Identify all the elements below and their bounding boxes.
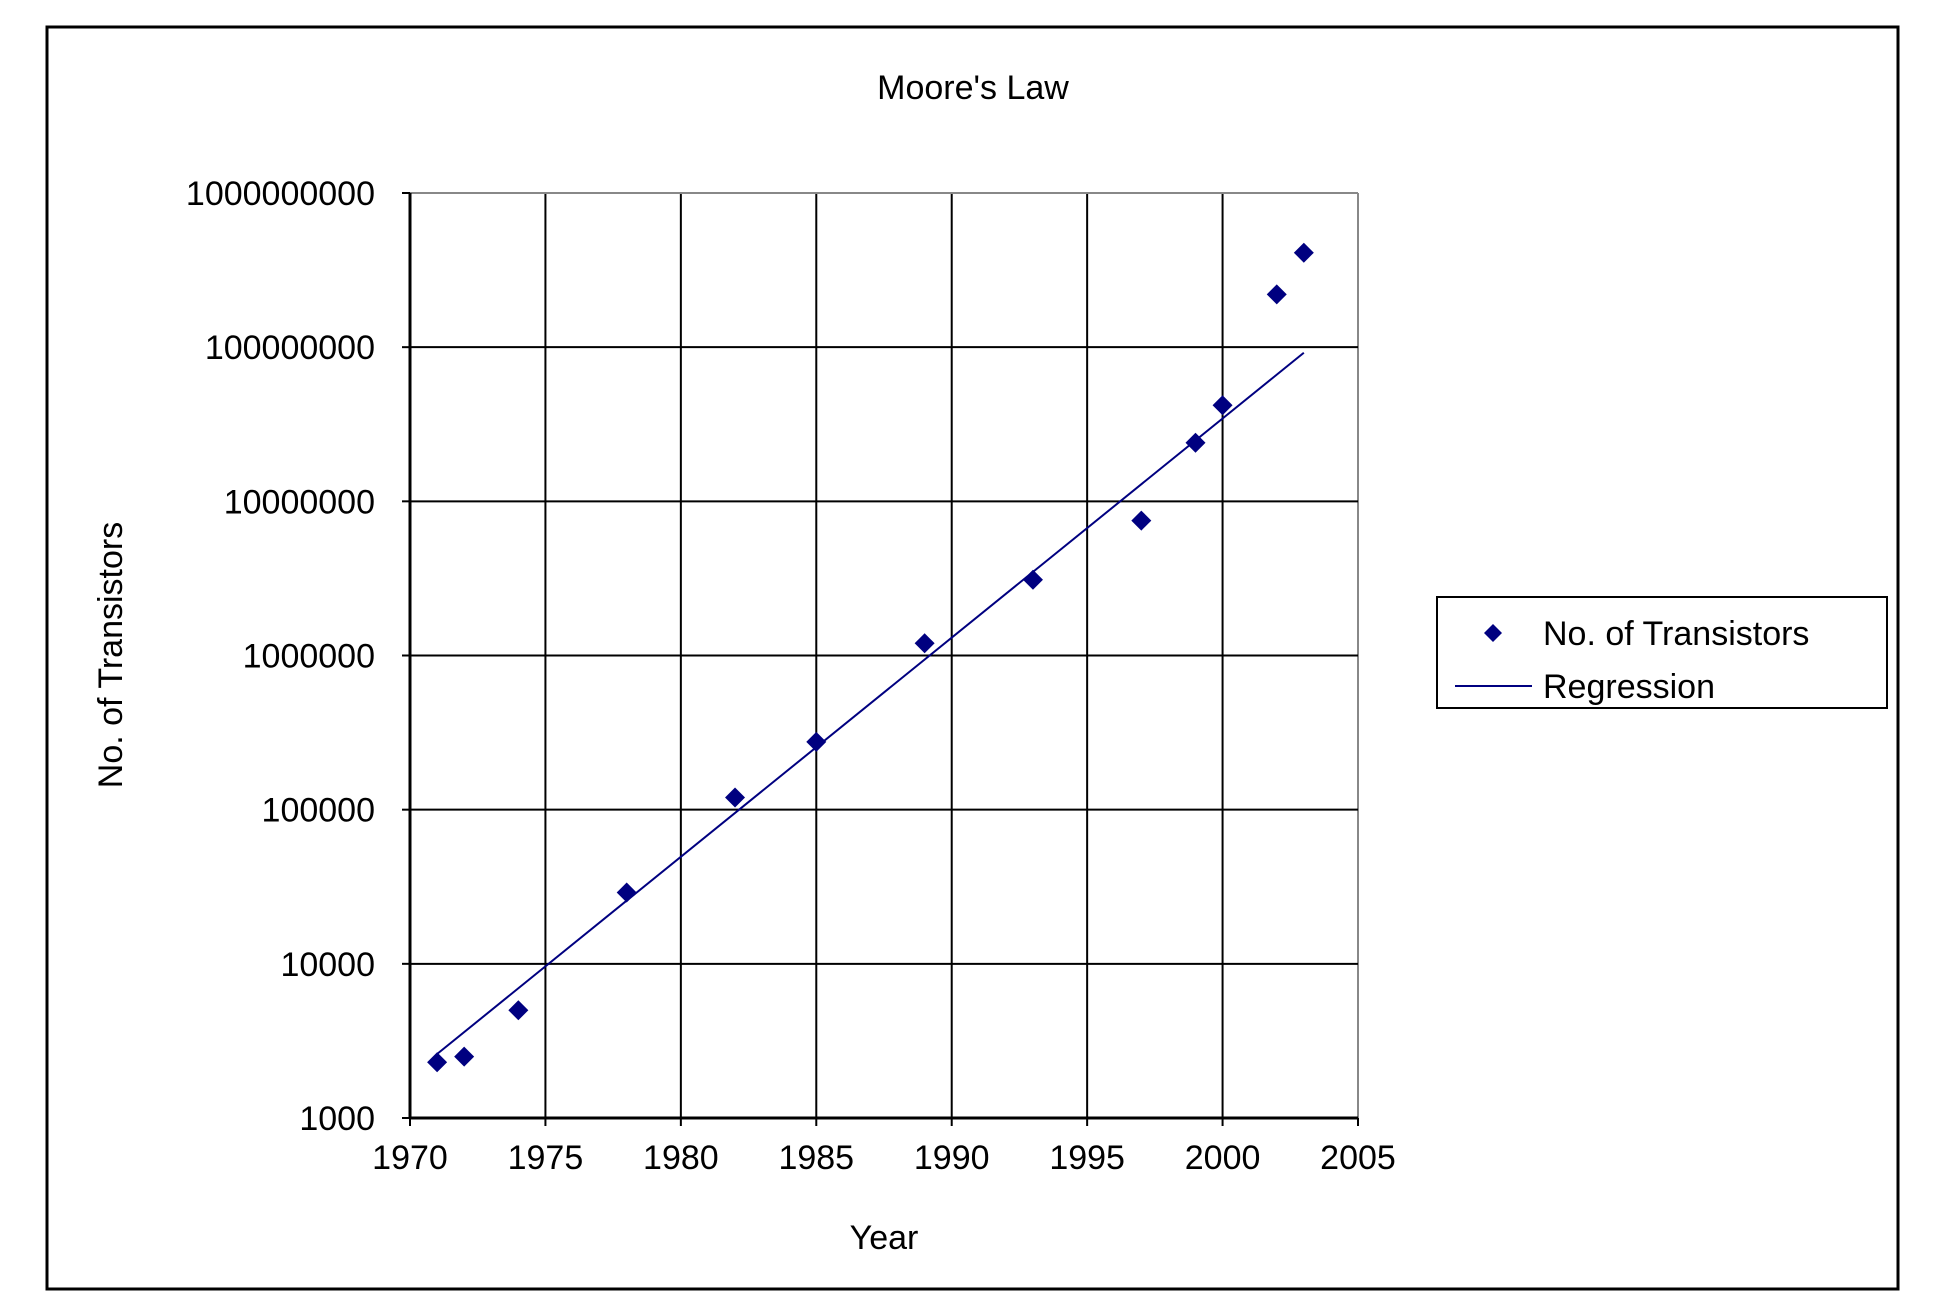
- data-point-diamond: [1185, 432, 1206, 453]
- data-point-diamond: [914, 633, 935, 654]
- data-point-diamond: [427, 1052, 448, 1073]
- legend-label-regression: Regression: [1543, 668, 1715, 706]
- y-tick-label: 1000000000: [186, 175, 375, 213]
- x-tick-label: 2005: [1320, 1139, 1396, 1177]
- regression-line: [436, 351, 1305, 1055]
- data-point-diamond: [1293, 242, 1314, 263]
- data-point-diamond: [1266, 284, 1287, 305]
- data-point-diamond: [1212, 395, 1233, 416]
- y-tick-label: 100000000: [205, 329, 375, 367]
- x-tick-label: 2000: [1185, 1139, 1261, 1177]
- data-point-diamond: [454, 1046, 475, 1067]
- x-tick-label: 1990: [914, 1139, 990, 1177]
- y-tick-label: 10000: [280, 946, 375, 984]
- data-point-diamond: [806, 731, 827, 752]
- y-tick-label: 1000: [299, 1100, 375, 1138]
- y-tick-label: 100000: [262, 792, 375, 830]
- data-point-diamond: [725, 787, 746, 808]
- x-axis-label: Year: [850, 1219, 919, 1257]
- data-point-diamond: [508, 1000, 529, 1021]
- y-axis-label: No. of Transistors: [92, 522, 130, 788]
- legend: No. of Transistors Regression: [1436, 596, 1888, 709]
- x-tick-label: 1980: [643, 1139, 719, 1177]
- chart-title: Moore's Law: [877, 69, 1069, 107]
- data-point-diamond: [616, 882, 637, 903]
- y-tick-label: 1000000: [243, 638, 375, 676]
- x-tick-label: 1995: [1049, 1139, 1125, 1177]
- x-tick-label: 1970: [372, 1139, 448, 1177]
- data-point-diamond: [1131, 510, 1152, 531]
- data-point-diamond: [1022, 569, 1043, 590]
- legend-box: [1436, 596, 1888, 709]
- legend-label-transistors: No. of Transistors: [1543, 615, 1809, 653]
- x-tick-label: 1985: [778, 1139, 854, 1177]
- y-tick-label: 10000000: [224, 483, 375, 521]
- x-tick-label: 1975: [508, 1139, 584, 1177]
- legend-marker-diamond: [1484, 624, 1502, 642]
